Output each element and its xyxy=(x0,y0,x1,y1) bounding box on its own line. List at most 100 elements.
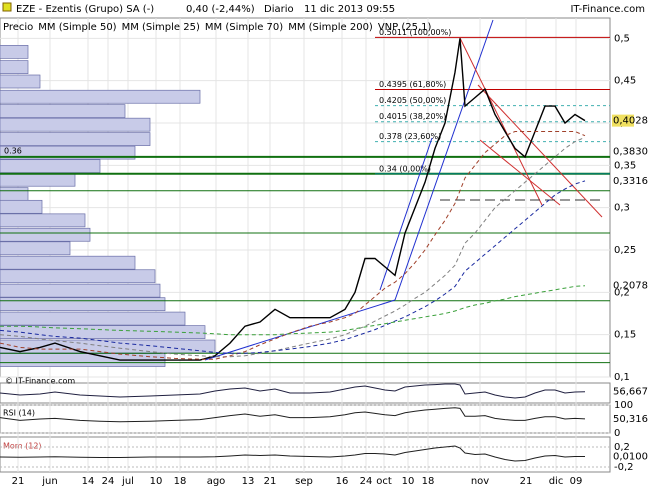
x-tick-label: 09 xyxy=(570,476,583,487)
last-value-label: 0,3316 xyxy=(613,176,648,187)
y-tick-label: 0 xyxy=(614,428,620,439)
legend-entry: MM (Simple 200) xyxy=(288,22,373,33)
volume-profile-bar xyxy=(0,45,29,59)
volume-profile-bar xyxy=(0,213,86,228)
title: EZE - Ezentis (Grupo) SA (-) xyxy=(16,4,154,15)
x-tick-label: nov xyxy=(471,476,489,487)
y-tick-label: 0,45 xyxy=(614,76,636,87)
trend-line xyxy=(477,84,603,218)
x-tick-label: jul xyxy=(121,476,134,487)
support-label: 0.36 xyxy=(4,146,22,155)
last-value-label: 0,0100 xyxy=(613,452,648,463)
x-tick-label: 16 xyxy=(336,476,349,487)
series-line xyxy=(0,445,585,462)
trend-line xyxy=(394,19,494,301)
volume-profile-bar xyxy=(0,104,126,118)
y-tick-label: 0,1 xyxy=(614,372,630,383)
series-line xyxy=(0,131,586,360)
legend-entry: MM (Simple 50) xyxy=(38,22,116,33)
x-tick-label: 14 xyxy=(82,476,95,487)
x-tick-label: 13 xyxy=(242,476,255,487)
last-value-label: 0,4028 xyxy=(613,116,648,127)
x-tick-label: oct xyxy=(376,476,392,487)
series-line xyxy=(0,285,586,336)
y-tick-label: 0,3 xyxy=(614,203,630,214)
timestamp: 11 dic 2013 09:55 xyxy=(304,4,395,15)
volume-profile-bar xyxy=(0,89,201,104)
y-tick-label: -0,2 xyxy=(614,462,634,473)
fibonacci-label: 0.4015 (38,20%) xyxy=(379,112,446,121)
last-value-label: 0,2078 xyxy=(613,281,648,292)
last-value-label: 0,3830 xyxy=(613,146,648,157)
fibonacci-label: 0.4395 (61,80%) xyxy=(379,80,446,89)
trend-line xyxy=(479,139,561,206)
volume-profile-bar xyxy=(0,132,151,146)
rsi-label: RSI (14) xyxy=(3,409,35,418)
y-tick-label: 0,15 xyxy=(614,330,636,341)
volume-profile-bar xyxy=(0,325,206,339)
series-line xyxy=(0,383,586,399)
x-tick-label: 24 xyxy=(360,476,373,487)
legend-entry: MM (Simple 25) xyxy=(122,22,200,33)
x-tick-label: 21 xyxy=(264,476,277,487)
volume-profile-bar xyxy=(0,241,71,256)
fibonacci-label: 0.5011 (100,00%) xyxy=(379,28,451,37)
volume-profile-bar xyxy=(0,172,76,187)
volume-profile-bar xyxy=(0,117,151,132)
y-tick-label: 100 xyxy=(614,400,633,411)
x-tick-label: 10 xyxy=(402,476,415,487)
volume-profile-bar xyxy=(0,187,29,201)
volume-profile-bar xyxy=(0,159,101,174)
series-line xyxy=(0,38,586,361)
volume-profile-bar xyxy=(0,227,91,242)
watermark: © IT-Finance.com xyxy=(5,377,75,386)
x-tick-label: dic xyxy=(549,476,564,487)
series-line xyxy=(0,180,586,354)
legend-entry: VNP (25,1) xyxy=(378,22,432,33)
last-value-label: 50,316 xyxy=(613,414,648,425)
last-value-label: 56,667 xyxy=(613,387,648,398)
volume-profile-bar xyxy=(0,255,136,270)
fibonacci-label: 0.4205 (50,00%) xyxy=(379,96,446,105)
y-tick-label: 0,5 xyxy=(614,33,630,44)
mom-label: Mom (12) xyxy=(3,442,42,451)
volume-profile-bar xyxy=(0,269,156,284)
x-tick-label: 21 xyxy=(12,476,25,487)
price-change: 0,40 (-2,44%) xyxy=(186,4,255,15)
mom-panel xyxy=(0,436,611,473)
x-tick-label: sep xyxy=(295,476,313,487)
period: Diario xyxy=(264,4,294,15)
y-tick-label: 0,35 xyxy=(614,160,636,171)
y-tick-label: 0,2 xyxy=(614,287,630,298)
y-tick-label: 0,2 xyxy=(614,442,630,453)
volume-profile-bar xyxy=(0,283,161,298)
x-tick-label: 21 xyxy=(520,476,533,487)
trend-line xyxy=(459,37,543,206)
legend-entry: Precio xyxy=(3,22,33,33)
x-tick-label: 10 xyxy=(150,476,163,487)
series-line xyxy=(0,407,586,423)
x-tick-label: ago xyxy=(207,476,226,487)
trend-line xyxy=(204,299,396,361)
fibonacci-label: 0.378 (23,60%) xyxy=(379,132,441,141)
volume-profile-bar xyxy=(0,60,29,74)
x-tick-label: 24 xyxy=(102,476,115,487)
volume-profile-bar xyxy=(0,297,166,312)
x-tick-label: jun xyxy=(41,476,57,487)
y-tick-label: 0,25 xyxy=(614,245,636,256)
source: IT-Finance.com xyxy=(570,4,645,15)
volume-profile-bar xyxy=(0,74,41,89)
legend-entry: MM (Simple 70) xyxy=(205,22,283,33)
fibonacci-label: 0.34 (0,00%) xyxy=(379,164,431,173)
x-tick-label: 18 xyxy=(174,476,187,487)
trend-lines xyxy=(204,19,603,361)
trend-line xyxy=(379,137,433,291)
price-highlight xyxy=(612,114,634,127)
x-tick-label: 18 xyxy=(422,476,435,487)
volume-profile-bar xyxy=(0,199,43,214)
icon xyxy=(2,2,12,12)
series-line xyxy=(0,136,586,358)
volume-profile-bar xyxy=(0,311,186,326)
